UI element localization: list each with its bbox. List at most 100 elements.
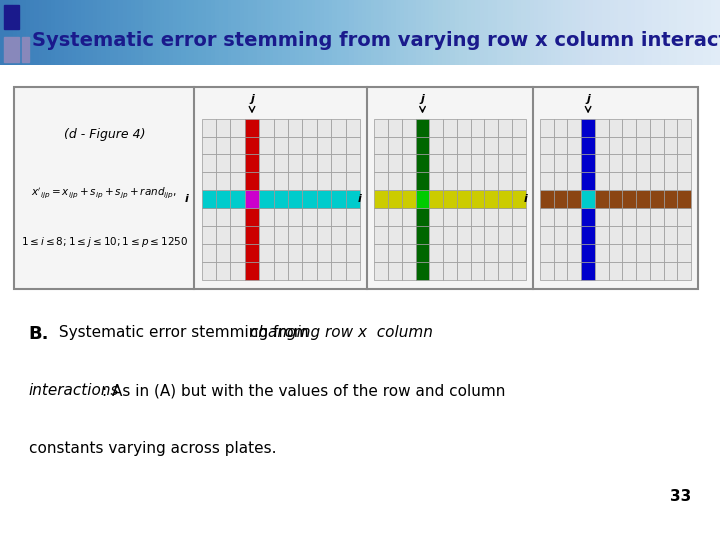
Bar xyxy=(540,119,554,137)
Bar xyxy=(302,244,317,262)
Bar xyxy=(650,190,664,208)
Bar xyxy=(4,37,19,62)
Bar xyxy=(678,226,691,244)
Bar xyxy=(245,190,259,208)
Bar xyxy=(288,190,302,208)
Bar xyxy=(230,190,245,208)
Bar xyxy=(540,244,554,262)
Bar xyxy=(22,37,29,62)
Bar xyxy=(443,208,457,226)
Bar xyxy=(608,190,623,208)
Bar xyxy=(636,172,650,190)
Bar xyxy=(245,119,259,137)
Bar xyxy=(457,190,471,208)
Bar xyxy=(471,262,485,280)
Bar xyxy=(415,172,429,190)
Bar xyxy=(274,119,288,137)
Bar xyxy=(288,137,302,154)
Bar xyxy=(485,172,498,190)
Bar xyxy=(471,244,485,262)
Bar xyxy=(317,190,331,208)
Bar xyxy=(245,208,259,226)
Bar xyxy=(664,190,678,208)
Bar xyxy=(259,262,274,280)
Bar xyxy=(554,208,567,226)
Text: B.: B. xyxy=(29,325,49,343)
Bar xyxy=(429,208,443,226)
Bar xyxy=(302,119,317,137)
Bar xyxy=(429,119,443,137)
Bar xyxy=(302,262,317,280)
Bar xyxy=(230,262,245,280)
Bar xyxy=(554,172,567,190)
Bar xyxy=(259,137,274,154)
Bar xyxy=(608,137,623,154)
Bar xyxy=(636,226,650,244)
Bar xyxy=(650,119,664,137)
Bar xyxy=(388,137,402,154)
Bar xyxy=(331,137,346,154)
Bar xyxy=(485,208,498,226)
Bar xyxy=(374,226,388,244)
Bar xyxy=(402,226,415,244)
Bar xyxy=(595,119,608,137)
Bar xyxy=(274,190,288,208)
Bar xyxy=(567,208,581,226)
Bar xyxy=(650,154,664,172)
Bar xyxy=(259,226,274,244)
Bar xyxy=(664,154,678,172)
Bar xyxy=(216,226,230,244)
Bar xyxy=(581,172,595,190)
Bar xyxy=(471,208,485,226)
Bar xyxy=(374,190,388,208)
Bar xyxy=(429,154,443,172)
Bar xyxy=(471,137,485,154)
Bar xyxy=(245,137,259,154)
Bar xyxy=(245,172,259,190)
Bar xyxy=(512,190,526,208)
Bar xyxy=(302,137,317,154)
Bar xyxy=(331,119,346,137)
Bar xyxy=(388,154,402,172)
Bar xyxy=(498,154,512,172)
Bar xyxy=(346,154,360,172)
Bar xyxy=(554,226,567,244)
Bar xyxy=(471,119,485,137)
Bar xyxy=(623,190,636,208)
Bar xyxy=(429,226,443,244)
Bar xyxy=(608,226,623,244)
Bar xyxy=(540,226,554,244)
Bar xyxy=(512,137,526,154)
Bar xyxy=(554,262,567,280)
Bar xyxy=(288,119,302,137)
Bar xyxy=(274,172,288,190)
Bar xyxy=(245,262,259,280)
Bar xyxy=(554,154,567,172)
Bar xyxy=(443,226,457,244)
Bar xyxy=(230,137,245,154)
Bar xyxy=(331,154,346,172)
Bar xyxy=(288,262,302,280)
Bar xyxy=(650,172,664,190)
Bar xyxy=(567,137,581,154)
Bar xyxy=(429,172,443,190)
FancyBboxPatch shape xyxy=(14,87,698,289)
Bar xyxy=(302,190,317,208)
Bar xyxy=(331,190,346,208)
Bar xyxy=(302,172,317,190)
Bar xyxy=(317,244,331,262)
Bar xyxy=(317,137,331,154)
Bar xyxy=(245,154,259,172)
Bar xyxy=(636,119,650,137)
Bar xyxy=(202,208,216,226)
Bar xyxy=(623,154,636,172)
Bar xyxy=(402,154,415,172)
Bar xyxy=(388,172,402,190)
Bar xyxy=(259,119,274,137)
Bar xyxy=(678,190,691,208)
Bar xyxy=(485,262,498,280)
Bar xyxy=(512,172,526,190)
Bar xyxy=(346,119,360,137)
Bar xyxy=(216,172,230,190)
Bar xyxy=(288,154,302,172)
